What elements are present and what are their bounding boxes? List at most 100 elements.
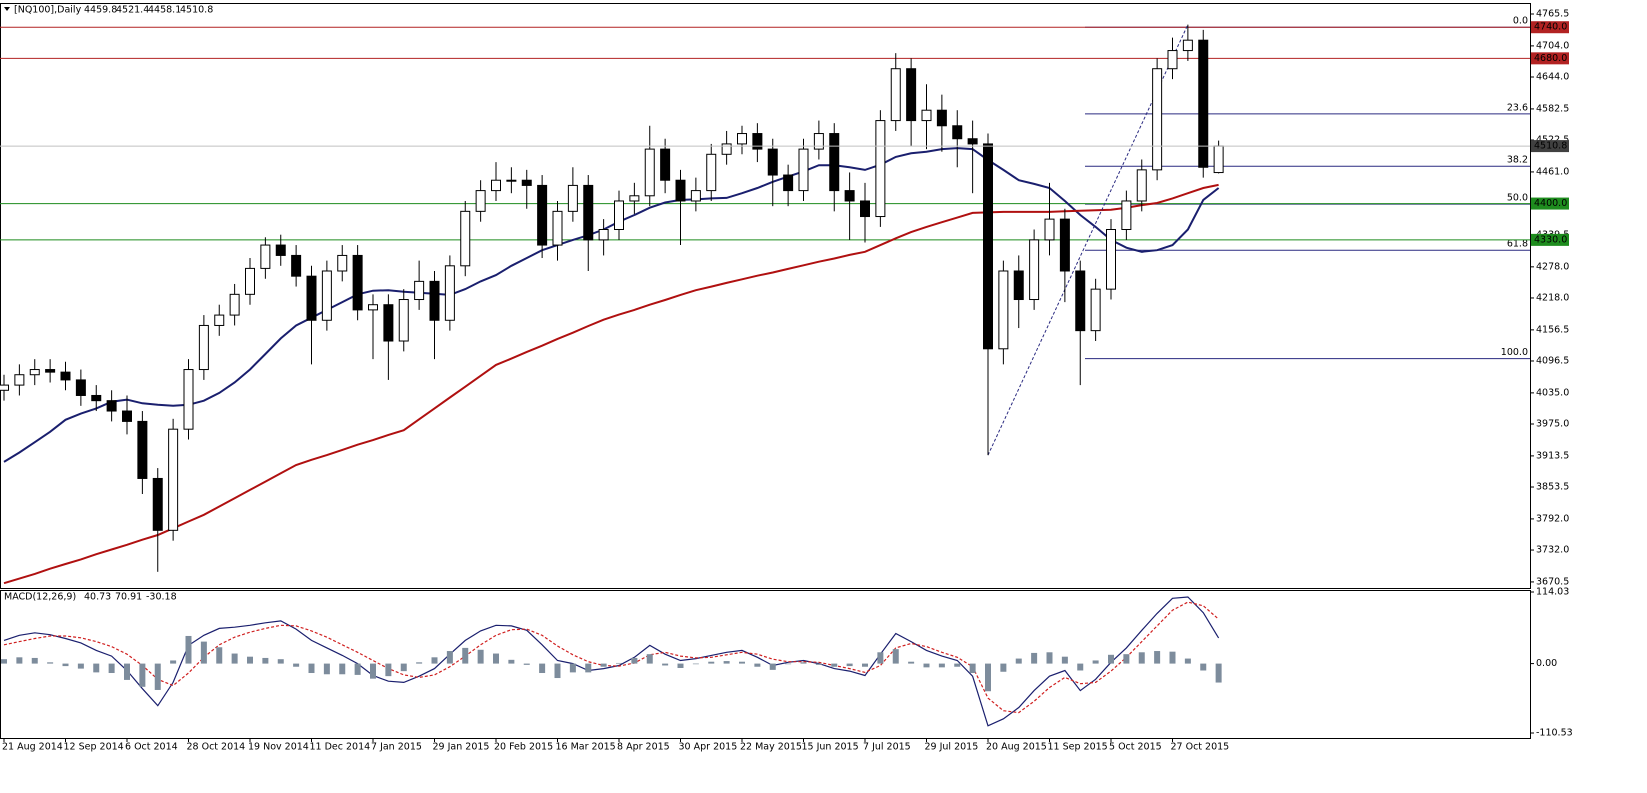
macd-histogram-bar xyxy=(1,659,7,664)
macd-histogram-bar xyxy=(493,653,499,664)
y-tick-label: 3792.0 xyxy=(1536,513,1569,524)
macd-histogram-bar xyxy=(892,649,899,664)
macd-histogram-bar xyxy=(293,663,300,667)
fib-label: 61.8 xyxy=(1507,239,1528,250)
level-box-label: 4330.0 xyxy=(1534,234,1567,245)
y-tick-label: 4096.5 xyxy=(1536,355,1569,366)
macd-histogram-bar xyxy=(539,663,546,674)
macd-histogram-bar xyxy=(31,657,38,664)
candle-body xyxy=(1059,218,1070,272)
macd-title: MACD(12,26,9) xyxy=(4,592,76,603)
candle-body xyxy=(29,369,40,376)
macd-histogram-bar xyxy=(154,663,161,690)
level-box xyxy=(1531,52,1569,65)
candle-body xyxy=(752,133,763,150)
macd-histogram-bar xyxy=(247,656,253,664)
macd-histogram-bar xyxy=(662,663,669,666)
macd-histogram-bar xyxy=(200,641,207,664)
candle-body xyxy=(921,109,932,122)
macd-histogram-bar xyxy=(277,659,284,664)
macd-histogram-bar xyxy=(216,647,223,664)
macd-histogram-bar xyxy=(985,663,991,692)
candle-body xyxy=(198,324,209,371)
macd-panel-border xyxy=(0,590,1531,739)
macd-histogram-bar xyxy=(723,661,730,664)
candle-body xyxy=(183,369,194,430)
candle-body xyxy=(383,304,394,342)
candle-body xyxy=(444,265,455,321)
x-tick-label: 29 Jan 2015 xyxy=(433,742,490,753)
y-tick-label: 4156.5 xyxy=(1536,324,1569,335)
candle-body xyxy=(1075,270,1086,332)
x-tick-label: 6 Oct 2014 xyxy=(125,742,178,753)
macd-histogram-bar xyxy=(93,663,100,673)
y-tick-label: 4218.0 xyxy=(1536,292,1569,303)
macd-main-last: 40.73 xyxy=(84,592,111,603)
menu-arrow[interactable] xyxy=(4,7,10,11)
candle-body xyxy=(1213,145,1224,174)
candle-body xyxy=(906,68,917,122)
macd-histogram-bar xyxy=(554,663,561,679)
macd-histogram-bar xyxy=(139,663,146,687)
x-tick-label: 11 Dec 2014 xyxy=(310,742,371,753)
candle-body xyxy=(1152,68,1163,171)
candle-body xyxy=(306,275,317,321)
macd-histogram-bar xyxy=(416,662,423,664)
macd-histogram-bar xyxy=(1092,660,1099,664)
macd-histogram-bar xyxy=(354,663,361,675)
macd-histogram-bar xyxy=(400,663,407,672)
last-close: 4510.8 xyxy=(180,5,213,16)
candle-body xyxy=(952,125,963,140)
macd-histogram-bar xyxy=(77,663,84,669)
candle-body xyxy=(75,379,86,396)
x-tick-label: 5 Oct 2015 xyxy=(1109,742,1162,753)
macd-histogram-bar xyxy=(708,661,715,664)
level-box-label: 4740.0 xyxy=(1534,22,1567,33)
macd-histogram-bar xyxy=(170,660,177,664)
macd-histogram-bar xyxy=(569,663,576,673)
macd-histogram-bar xyxy=(923,663,930,668)
macd-histogram-bar xyxy=(339,663,346,675)
macd-histogram-bar xyxy=(800,662,807,664)
macd-histogram-bar xyxy=(185,635,192,664)
macd-histogram-bar xyxy=(523,663,530,665)
candle-body xyxy=(567,184,578,212)
candle-body xyxy=(1136,169,1147,202)
fib-label: 0.0 xyxy=(1513,16,1528,27)
x-tick-label: 8 Apr 2015 xyxy=(617,742,670,753)
candle-body xyxy=(229,293,240,316)
y-tick-label: 0.00 xyxy=(1536,658,1557,669)
level-box xyxy=(1531,197,1569,210)
candle-body xyxy=(936,109,947,127)
macd-histogram-bar xyxy=(877,652,884,664)
candle-body xyxy=(537,184,548,246)
candle-body xyxy=(598,229,609,241)
candle-body xyxy=(721,143,732,155)
fib-label: 100.0 xyxy=(1501,347,1528,358)
y-tick-label: 3975.0 xyxy=(1536,418,1569,429)
candle-body xyxy=(629,195,640,202)
macd-histogram-bar xyxy=(262,657,269,664)
macd-hist-last: -30.18 xyxy=(146,592,177,603)
candle-body xyxy=(783,174,794,192)
candle-body xyxy=(967,138,978,145)
y-tick-label: 114.03 xyxy=(1536,586,1569,597)
candle-body xyxy=(291,254,302,277)
x-tick-label: 29 Jul 2015 xyxy=(925,742,979,753)
candle-body xyxy=(614,200,624,231)
x-tick-label: 20 Aug 2015 xyxy=(986,742,1047,753)
candle-body xyxy=(60,371,71,381)
y-tick-label: 3853.5 xyxy=(1536,482,1569,493)
candle-body xyxy=(767,148,778,176)
macd-histogram-bar xyxy=(616,662,622,664)
candle-body xyxy=(983,143,993,350)
candle-body xyxy=(14,374,25,386)
current-price-box xyxy=(1531,140,1569,153)
macd-histogram-bar xyxy=(62,663,69,667)
candle-body xyxy=(137,420,148,479)
candle-body xyxy=(398,299,409,342)
candle-body xyxy=(690,190,701,202)
candle-body xyxy=(475,190,486,212)
x-tick-label: 21 Aug 2014 xyxy=(2,742,63,753)
candle-body xyxy=(890,68,901,122)
